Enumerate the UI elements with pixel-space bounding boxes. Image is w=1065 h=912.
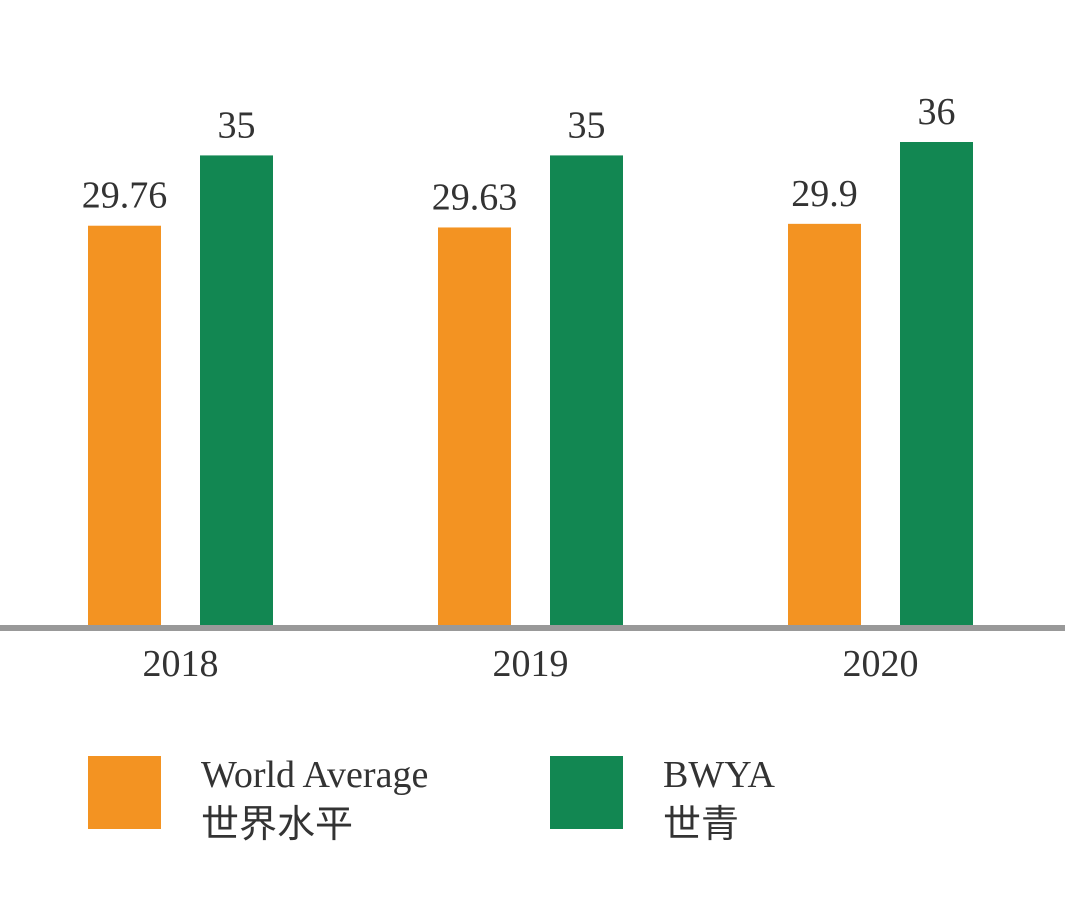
x-tick-label-2018: 2018 bbox=[143, 643, 219, 685]
bar-world-average-2018 bbox=[88, 225, 161, 625]
x-tick-label-2020: 2020 bbox=[843, 643, 919, 685]
bar-bwya-2020 bbox=[900, 142, 973, 625]
legend-label-bwya-zh: 世青 bbox=[663, 804, 740, 846]
legend-swatch-world-average bbox=[88, 756, 161, 829]
legend-swatch-bwya bbox=[550, 756, 623, 829]
bar-bwya-2019 bbox=[550, 155, 623, 625]
legend-item-world-average: World Average 世界水平 bbox=[88, 754, 428, 850]
bar-world-average-2019 bbox=[438, 227, 511, 625]
data-label-bwya-2019: 35 bbox=[568, 104, 606, 146]
legend-label-world-average: World Average bbox=[201, 754, 429, 796]
data-label-bwya-2020: 36 bbox=[918, 91, 956, 133]
data-label-bwya-2018: 35 bbox=[218, 104, 256, 146]
legend-item-bwya: BWYA 世青 bbox=[550, 754, 775, 850]
legend-label-world-average-zh: 世界水平 bbox=[201, 804, 354, 846]
x-axis-line bbox=[0, 625, 1065, 631]
bar-bwya-2018 bbox=[200, 155, 273, 625]
data-label-world-average-2018: 29.76 bbox=[82, 175, 168, 217]
data-label-world-average-2019: 29.63 bbox=[432, 176, 518, 218]
legend-label-bwya: BWYA bbox=[663, 754, 775, 796]
bar-world-average-2020 bbox=[788, 223, 861, 625]
x-tick-label-2019: 2019 bbox=[493, 643, 569, 685]
data-label-world-average-2020: 29.9 bbox=[791, 173, 858, 215]
